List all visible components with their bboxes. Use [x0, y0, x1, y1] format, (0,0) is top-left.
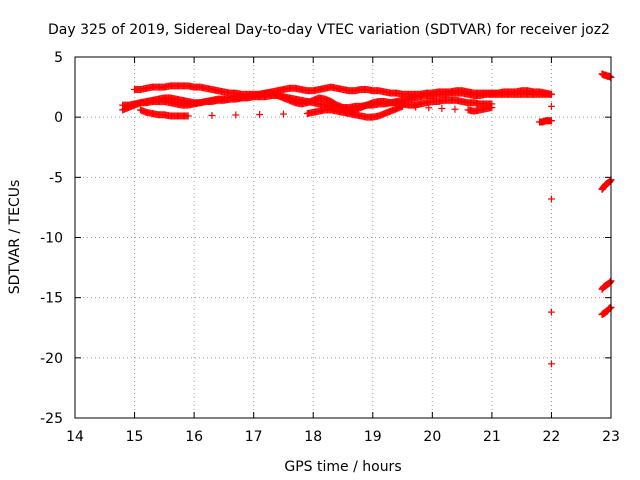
- data-points: [119, 70, 615, 368]
- data-point-track-d: [412, 103, 420, 111]
- y-tick-label: -10: [40, 231, 63, 247]
- plot-frame: [74, 56, 612, 419]
- x-tick-label: 23: [602, 429, 620, 445]
- y-tick-label: -20: [40, 351, 63, 367]
- y-tick-label: 0: [54, 110, 63, 126]
- x-tick-label: 20: [423, 429, 441, 445]
- data-point-track-b: [547, 90, 555, 98]
- data-point-isolated: [547, 102, 555, 110]
- data-point-track-d: [279, 110, 287, 118]
- data-point-track-d: [488, 104, 496, 112]
- data-point-track-d: [232, 111, 240, 119]
- grid-lines: [75, 57, 611, 418]
- x-tick-label: 14: [66, 429, 84, 445]
- data-point-isolated: [547, 195, 555, 203]
- data-point-track-d: [256, 111, 264, 119]
- data-point-isolated: [547, 360, 555, 368]
- data-point-track-d: [208, 111, 216, 119]
- data-point-track-e: [547, 117, 555, 125]
- data-point-track-d: [425, 104, 433, 112]
- x-tick-label: 21: [483, 429, 501, 445]
- data-point-track-d: [438, 105, 446, 113]
- data-point-track-d: [451, 105, 459, 113]
- y-tick-label: -5: [49, 170, 63, 186]
- x-axis-label: GPS time / hours: [284, 459, 401, 475]
- data-point-isolated: [547, 308, 555, 316]
- x-tick-labels: 14 15 16 17 18 19 20 21 22 23: [66, 429, 620, 445]
- x-tick-label: 19: [364, 429, 382, 445]
- x-tick-label: 17: [245, 429, 263, 445]
- y-axis-label: SDTVAR / TECUs: [7, 180, 23, 295]
- y-tick-label: 5: [54, 50, 63, 66]
- x-tick-label: 16: [185, 429, 203, 445]
- x-tick-label: 22: [543, 429, 561, 445]
- y-tick-labels: 5 0 -5 -10 -15 -20 -25: [40, 50, 63, 427]
- chart-title: Day 325 of 2019, Sidereal Day-to-day VTE…: [48, 22, 610, 38]
- y-tick-label: -15: [40, 291, 63, 307]
- data-point-track-d: [399, 102, 407, 110]
- y-tick-label: -25: [40, 411, 63, 427]
- x-tick-label: 15: [126, 429, 144, 445]
- x-tick-label: 18: [304, 429, 322, 445]
- data-point-track-d: [184, 112, 192, 120]
